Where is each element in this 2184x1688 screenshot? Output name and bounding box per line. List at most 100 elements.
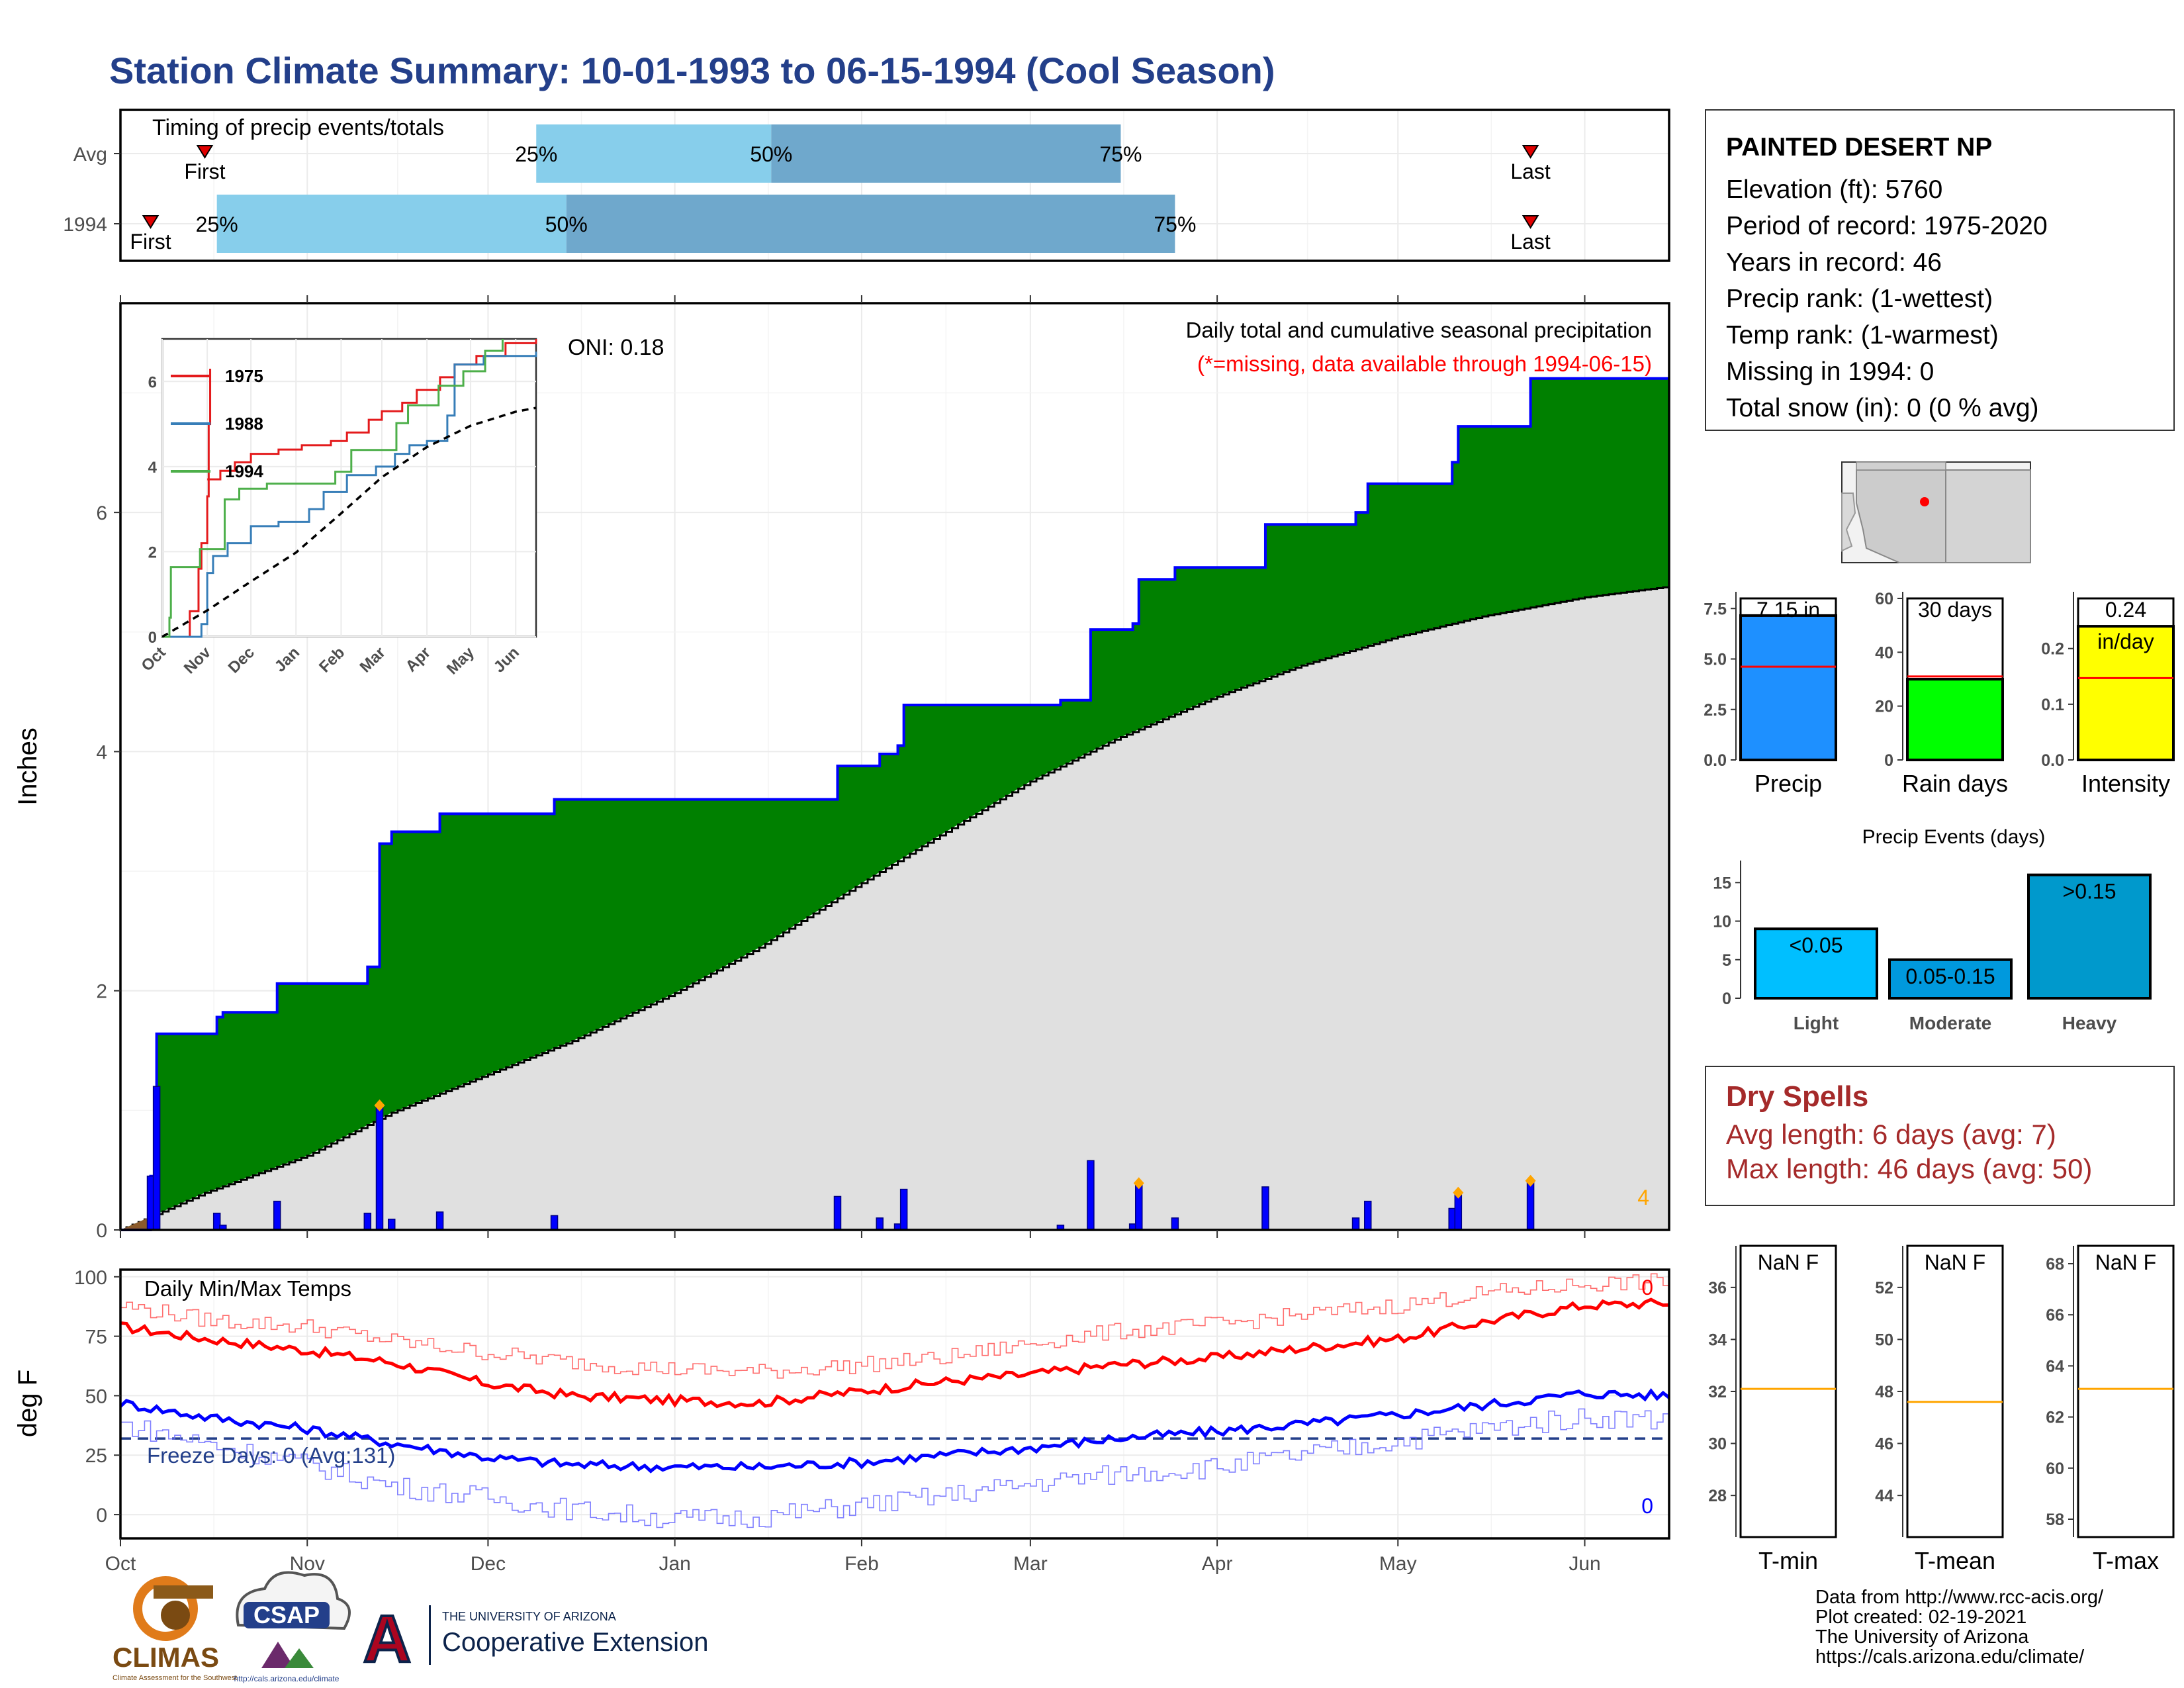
last-event-label: Last	[1510, 160, 1551, 183]
small-bar-chart-precip: 7.15 in 0.0 2.5 5.0 7.5 Precip	[1704, 592, 1837, 797]
small-bar-chart-intensity: 0.24 in/day 0.0 0.1 0.2 Intensity	[2041, 592, 2175, 797]
precip-y-axis-label: Inches	[13, 727, 42, 806]
events-bar-label: <0.05	[1790, 933, 1843, 957]
small-bar-y-tick-label: 0	[1884, 751, 1893, 770]
temps-chart-title: Daily Min/Max Temps	[144, 1276, 351, 1301]
station-elevation: Elevation (ft): 5760	[1726, 175, 1943, 204]
temp-rank-y-tick-label: 32	[1708, 1383, 1727, 1401]
month-label: May	[1379, 1553, 1417, 1575]
inset-average-line	[161, 406, 537, 638]
precip-chart-title: Daily total and cumulative seasonal prec…	[1186, 318, 1652, 342]
flagged-event-marker	[1453, 1186, 1464, 1199]
temp-rank-value-label: NaN F	[1758, 1250, 1819, 1274]
precip-events-chart: Precip Events (days) 0 5 10 15 <0.05 Light 0.0…	[1713, 826, 2152, 1033]
temp-rank-y-tick-label: 66	[2046, 1306, 2064, 1325]
events-y-tick-label: 5	[1722, 951, 1731, 970]
temp-rank-y-tick-label: 34	[1708, 1331, 1727, 1349]
timing-bar-q25-q50	[536, 124, 772, 183]
small-bar-value	[1906, 678, 2004, 761]
last-event-marker	[1522, 215, 1539, 229]
timing-bar-q50-q75	[771, 124, 1121, 183]
climas-logo-subtext: Climate Assessment for the Southwest	[113, 1674, 237, 1682]
first-event-label: First	[184, 160, 225, 183]
temp-y-tick-label: 50	[85, 1385, 107, 1407]
temp-rank-y-tick-label: 46	[1875, 1435, 1893, 1454]
small-bar-category-label: Rain days	[1902, 770, 2008, 797]
station-name: PAINTED DESERT NP	[1726, 133, 1993, 162]
small-bar-chart-rain-days: 30 days 0 20 40 60 Rain days	[1875, 590, 2008, 797]
temp-rank-y-tick-label: 60	[2046, 1460, 2064, 1478]
logos: CLIMAS Climate Assessment for the Southw…	[113, 1571, 708, 1683]
events-bar-heavy	[2027, 873, 2152, 1000]
precip-y-tick-label: 6	[96, 502, 107, 524]
timing-label: Timing of precip events/totals	[152, 115, 444, 140]
temperature-panel: 0 25 50 75 100 Daily Min/Max Temps Freeze Da…	[13, 1267, 1670, 1575]
temp-rank-y-tick-label: 36	[1708, 1279, 1727, 1297]
last-event-label: Last	[1510, 230, 1551, 254]
daily-precip-bar	[1087, 1160, 1095, 1231]
station-years: Years in record: 46	[1726, 248, 1942, 277]
temp-rank-frame	[1739, 1244, 1837, 1538]
small-bar-y-tick-label: 60	[1875, 590, 1893, 608]
timing-row-label: 1994	[63, 214, 107, 236]
temp-rank-category-label: T-mean	[1915, 1547, 1995, 1574]
small-bar-y-tick-label: 0.1	[2041, 696, 2064, 714]
temp-rank-y-tick-label: 68	[2046, 1255, 2064, 1274]
temp-rank-value-label: NaN F	[1925, 1250, 1985, 1274]
daily-precip-bar	[435, 1211, 444, 1231]
daily-precip-bar	[876, 1217, 884, 1231]
credit-line-4: https://cals.arizona.edu/climate/	[1815, 1646, 2085, 1667]
precip-y-tick-label: 4	[96, 741, 107, 763]
credits: Data from http://www.rcc-acis.org/ Plot …	[1815, 1587, 2104, 1667]
small-bar-value	[1739, 614, 1837, 761]
temp-rank-y-tick-label: 30	[1708, 1435, 1727, 1454]
temp-series-avg-min	[119, 1387, 1670, 1474]
timing-q75-label: 75%	[1154, 212, 1196, 236]
dry-spells-max: Max length: 46 days (avg: 50)	[1726, 1153, 2093, 1184]
daily-precip-bar	[899, 1188, 908, 1231]
flagged-event-marker	[1525, 1174, 1536, 1187]
month-label: Nov	[290, 1553, 325, 1575]
csap-logo-url: http://cals.arizona.edu/climate	[234, 1674, 340, 1683]
station-precip-rank: Precip rank: (1-wettest)	[1726, 285, 1993, 313]
small-bar-value-label: 7.15 in	[1756, 598, 1820, 622]
ua-bottom-text: Cooperative Extension	[442, 1628, 708, 1657]
last-event-marker	[1522, 145, 1539, 159]
ua-top-text: THE UNIVERSITY OF ARIZONA	[442, 1610, 616, 1623]
inset-y-tick-label: 6	[148, 373, 157, 391]
credit-line-1: Data from http://www.rcc-acis.org/	[1815, 1587, 2104, 1608]
small-bar-y-tick-label: 0.2	[2041, 640, 2064, 659]
temp-rank-y-tick-label: 64	[2046, 1357, 2064, 1376]
temp-rank-chart-t-mean: NaN F 44 46 48 50 52 T-mean	[1875, 1244, 2004, 1574]
temp-series-max-1994	[120, 1273, 1670, 1379]
inset-legend-label: 1988	[225, 414, 263, 434]
events-category-label: Moderate	[1909, 1013, 1991, 1033]
small-bar-y-tick-label: 20	[1875, 698, 1893, 716]
small-bar-category-label: Precip	[1754, 770, 1822, 797]
inset-y-tick-label: 0	[148, 629, 157, 647]
events-y-tick-label: 15	[1713, 874, 1731, 892]
events-category-label: Light	[1794, 1013, 1839, 1033]
temp-y-tick-label: 0	[96, 1505, 107, 1526]
ua-mark: A	[363, 1602, 411, 1676]
cumulative-precip-line	[120, 377, 1669, 1231]
station-temp-rank: Temp rank: (1-warmest)	[1726, 321, 1999, 350]
temp-rank-y-tick-label: 62	[2046, 1409, 2064, 1427]
events-bar-moderate	[1888, 958, 2013, 1000]
daily-precip-bar	[1351, 1217, 1360, 1231]
cumulative-surplus-area	[120, 378, 1669, 1231]
timing-q50-label: 50%	[545, 212, 588, 236]
station-period: Period of record: 1975-2020	[1726, 212, 2048, 240]
precip-y-tick-label: 0	[96, 1220, 107, 1242]
daily-precip-bar	[1135, 1184, 1143, 1231]
csap-logo: CSAP http://cals.arizona.edu/climate	[234, 1571, 351, 1683]
min-missing-count: 0	[1641, 1494, 1653, 1518]
small-bar-y-tick-label: 5.0	[1704, 651, 1727, 669]
month-label: Oct	[105, 1553, 136, 1575]
small-bar-y-tick-label: 40	[1875, 643, 1893, 662]
small-bar-y-tick-label: 2.5	[1704, 701, 1727, 720]
dry-spells-avg: Avg length: 6 days (avg: 7)	[1726, 1119, 2056, 1150]
timing-bar-q25-q50	[216, 195, 567, 253]
first-event-marker	[142, 215, 159, 229]
inset-series-line-1988	[162, 352, 537, 638]
